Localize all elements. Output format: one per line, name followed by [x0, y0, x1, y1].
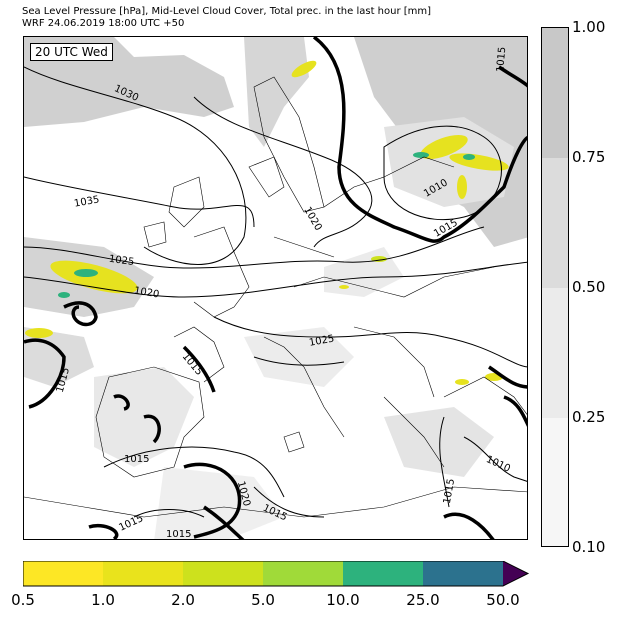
cloud-tick-label: 1.00 — [572, 18, 606, 36]
cloud-cover-colorbar — [541, 27, 569, 547]
precip-band-2 — [183, 561, 263, 586]
isobar-label: 1035 — [73, 194, 100, 209]
precip-colorbar — [23, 561, 530, 587]
precip-tick-label: 50.0 — [486, 591, 520, 609]
isobar-label: 1015 — [166, 529, 191, 540]
precip-tick-label: 25.0 — [406, 591, 440, 609]
isobar-label: 1010 — [484, 454, 512, 475]
precip-tick-label: 5.0 — [251, 591, 275, 609]
run-info: WRF 24.06.2019 18:00 UTC +50 — [22, 18, 185, 29]
cloud-tick-label: 0.10 — [572, 538, 606, 556]
cloud-band-2 — [542, 288, 568, 418]
cloud-tick-label: 0.75 — [572, 148, 606, 166]
isobar-label: 1025 — [108, 254, 135, 268]
precip-band-0 — [23, 561, 103, 586]
precip-band-5 — [423, 561, 503, 586]
precip-tick-label: 1.0 — [91, 591, 115, 609]
isobar-label: 1025 — [308, 334, 335, 349]
precip-band-1 — [103, 561, 183, 586]
precip-layer — [25, 60, 509, 385]
isobars — [24, 66, 527, 518]
cloud-band-1 — [542, 158, 568, 288]
isobar-label: 1015 — [442, 478, 457, 505]
weather-map: 1030 1035 1025 1020 1015 1015 1015 1020 … — [23, 36, 528, 540]
cloud-band-3 — [542, 418, 568, 546]
precip-tick-label: 0.5 — [11, 591, 35, 609]
isobar-label: 1020 — [301, 205, 323, 233]
isobar-label: 1015 — [495, 46, 508, 72]
precip-band-3 — [263, 561, 343, 586]
thick-isobars — [24, 37, 527, 539]
map-title: Sea Level Pressure [hPa], Mid-Level Clou… — [22, 6, 432, 17]
map-canvas: 1030 1035 1025 1020 1015 1015 1015 1020 … — [24, 37, 527, 540]
precip-extend-arrow — [503, 561, 528, 586]
cloud-band-0 — [542, 28, 568, 158]
isobar-label: 1015 — [124, 454, 149, 465]
precip-band-4 — [343, 561, 423, 586]
isobar-label: 1020 — [133, 285, 160, 300]
precip-tick-label: 10.0 — [326, 591, 360, 609]
isobar-label: 1015 — [117, 513, 145, 534]
cloud-tick-label: 0.25 — [572, 408, 606, 426]
precip-tick-label: 2.0 — [171, 591, 195, 609]
valid-time-badge: 20 UTC Wed — [30, 43, 113, 61]
cloud-tick-label: 0.50 — [572, 278, 606, 296]
